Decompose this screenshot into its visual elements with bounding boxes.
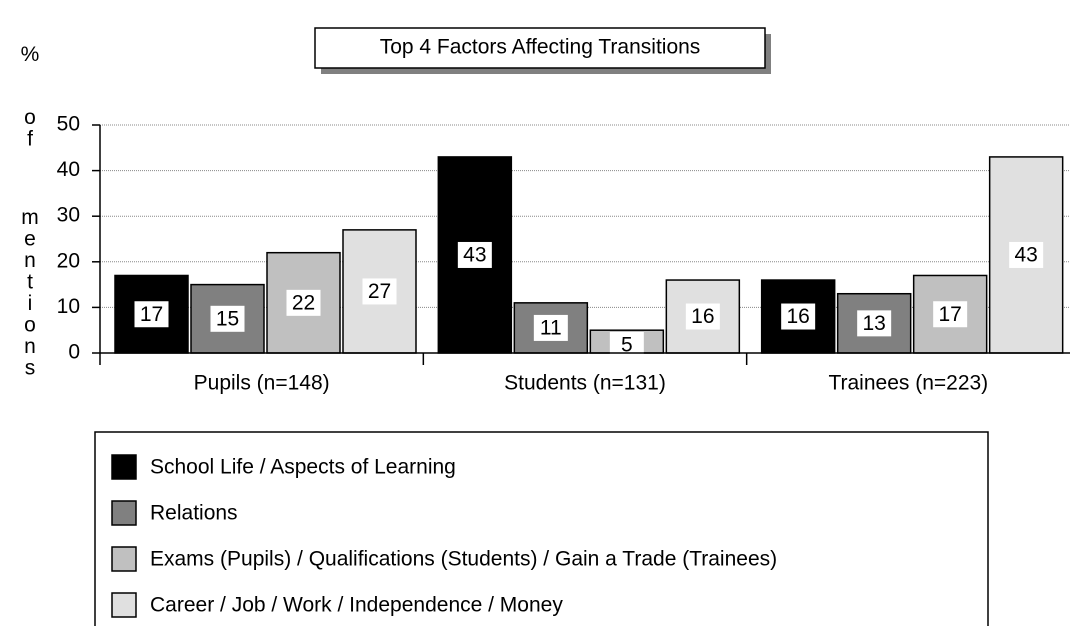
value-label-bg (362, 278, 397, 305)
value-label-bg (457, 241, 492, 268)
value-label-bg (1009, 241, 1044, 268)
legend-box (94, 431, 989, 626)
value-label: 17 (938, 303, 961, 326)
y-tick-label: 50 (57, 113, 80, 136)
y-tick-label: 40 (57, 158, 80, 181)
legend-swatch (111, 454, 137, 480)
value-label: 15 (216, 307, 239, 330)
value-label: 43 (463, 244, 486, 267)
chart-title: Top 4 Factors Affecting Transitions (380, 36, 701, 59)
y-tick-label: 20 (57, 249, 80, 272)
value-label-bg (286, 289, 321, 316)
legend-swatch (111, 500, 137, 526)
legend-swatch (111, 546, 137, 572)
value-label-bg (533, 314, 568, 341)
y-tick-label: 10 (57, 295, 80, 318)
value-label-bg (685, 303, 720, 330)
legend-label: Career / Job / Work / Independence / Mon… (150, 594, 563, 617)
value-label: 13 (862, 312, 885, 335)
value-label: 22 (292, 291, 315, 314)
value-label: 5 (621, 334, 633, 357)
legend-swatch (111, 592, 137, 618)
value-label-bg (933, 301, 968, 328)
x-tick-label: Pupils (n=148) (194, 372, 330, 395)
value-label-bg (781, 303, 816, 330)
value-label: 27 (368, 280, 391, 303)
x-tick-label: Students (n=131) (504, 372, 666, 395)
value-label: 16 (786, 305, 809, 328)
value-label-bg (134, 301, 169, 328)
y-axis-label: % o f m e n t i o n s (21, 43, 40, 380)
y-tick-label: 30 (57, 204, 80, 227)
value-label: 43 (1014, 244, 1037, 267)
value-label: 17 (140, 303, 163, 326)
value-label-bg (857, 310, 892, 337)
legend-label: School Life / Aspects of Learning (150, 456, 456, 479)
y-tick-label: 0 (68, 341, 80, 364)
title-box (314, 27, 766, 69)
legend-label: Exams (Pupils) / Qualifications (Student… (150, 548, 777, 571)
legend-label: Relations (150, 502, 238, 525)
x-tick-label: Trainees (n=223) (828, 372, 988, 395)
value-label: 11 (540, 316, 562, 339)
value-label: 16 (691, 305, 714, 328)
value-label-bg (210, 305, 245, 332)
